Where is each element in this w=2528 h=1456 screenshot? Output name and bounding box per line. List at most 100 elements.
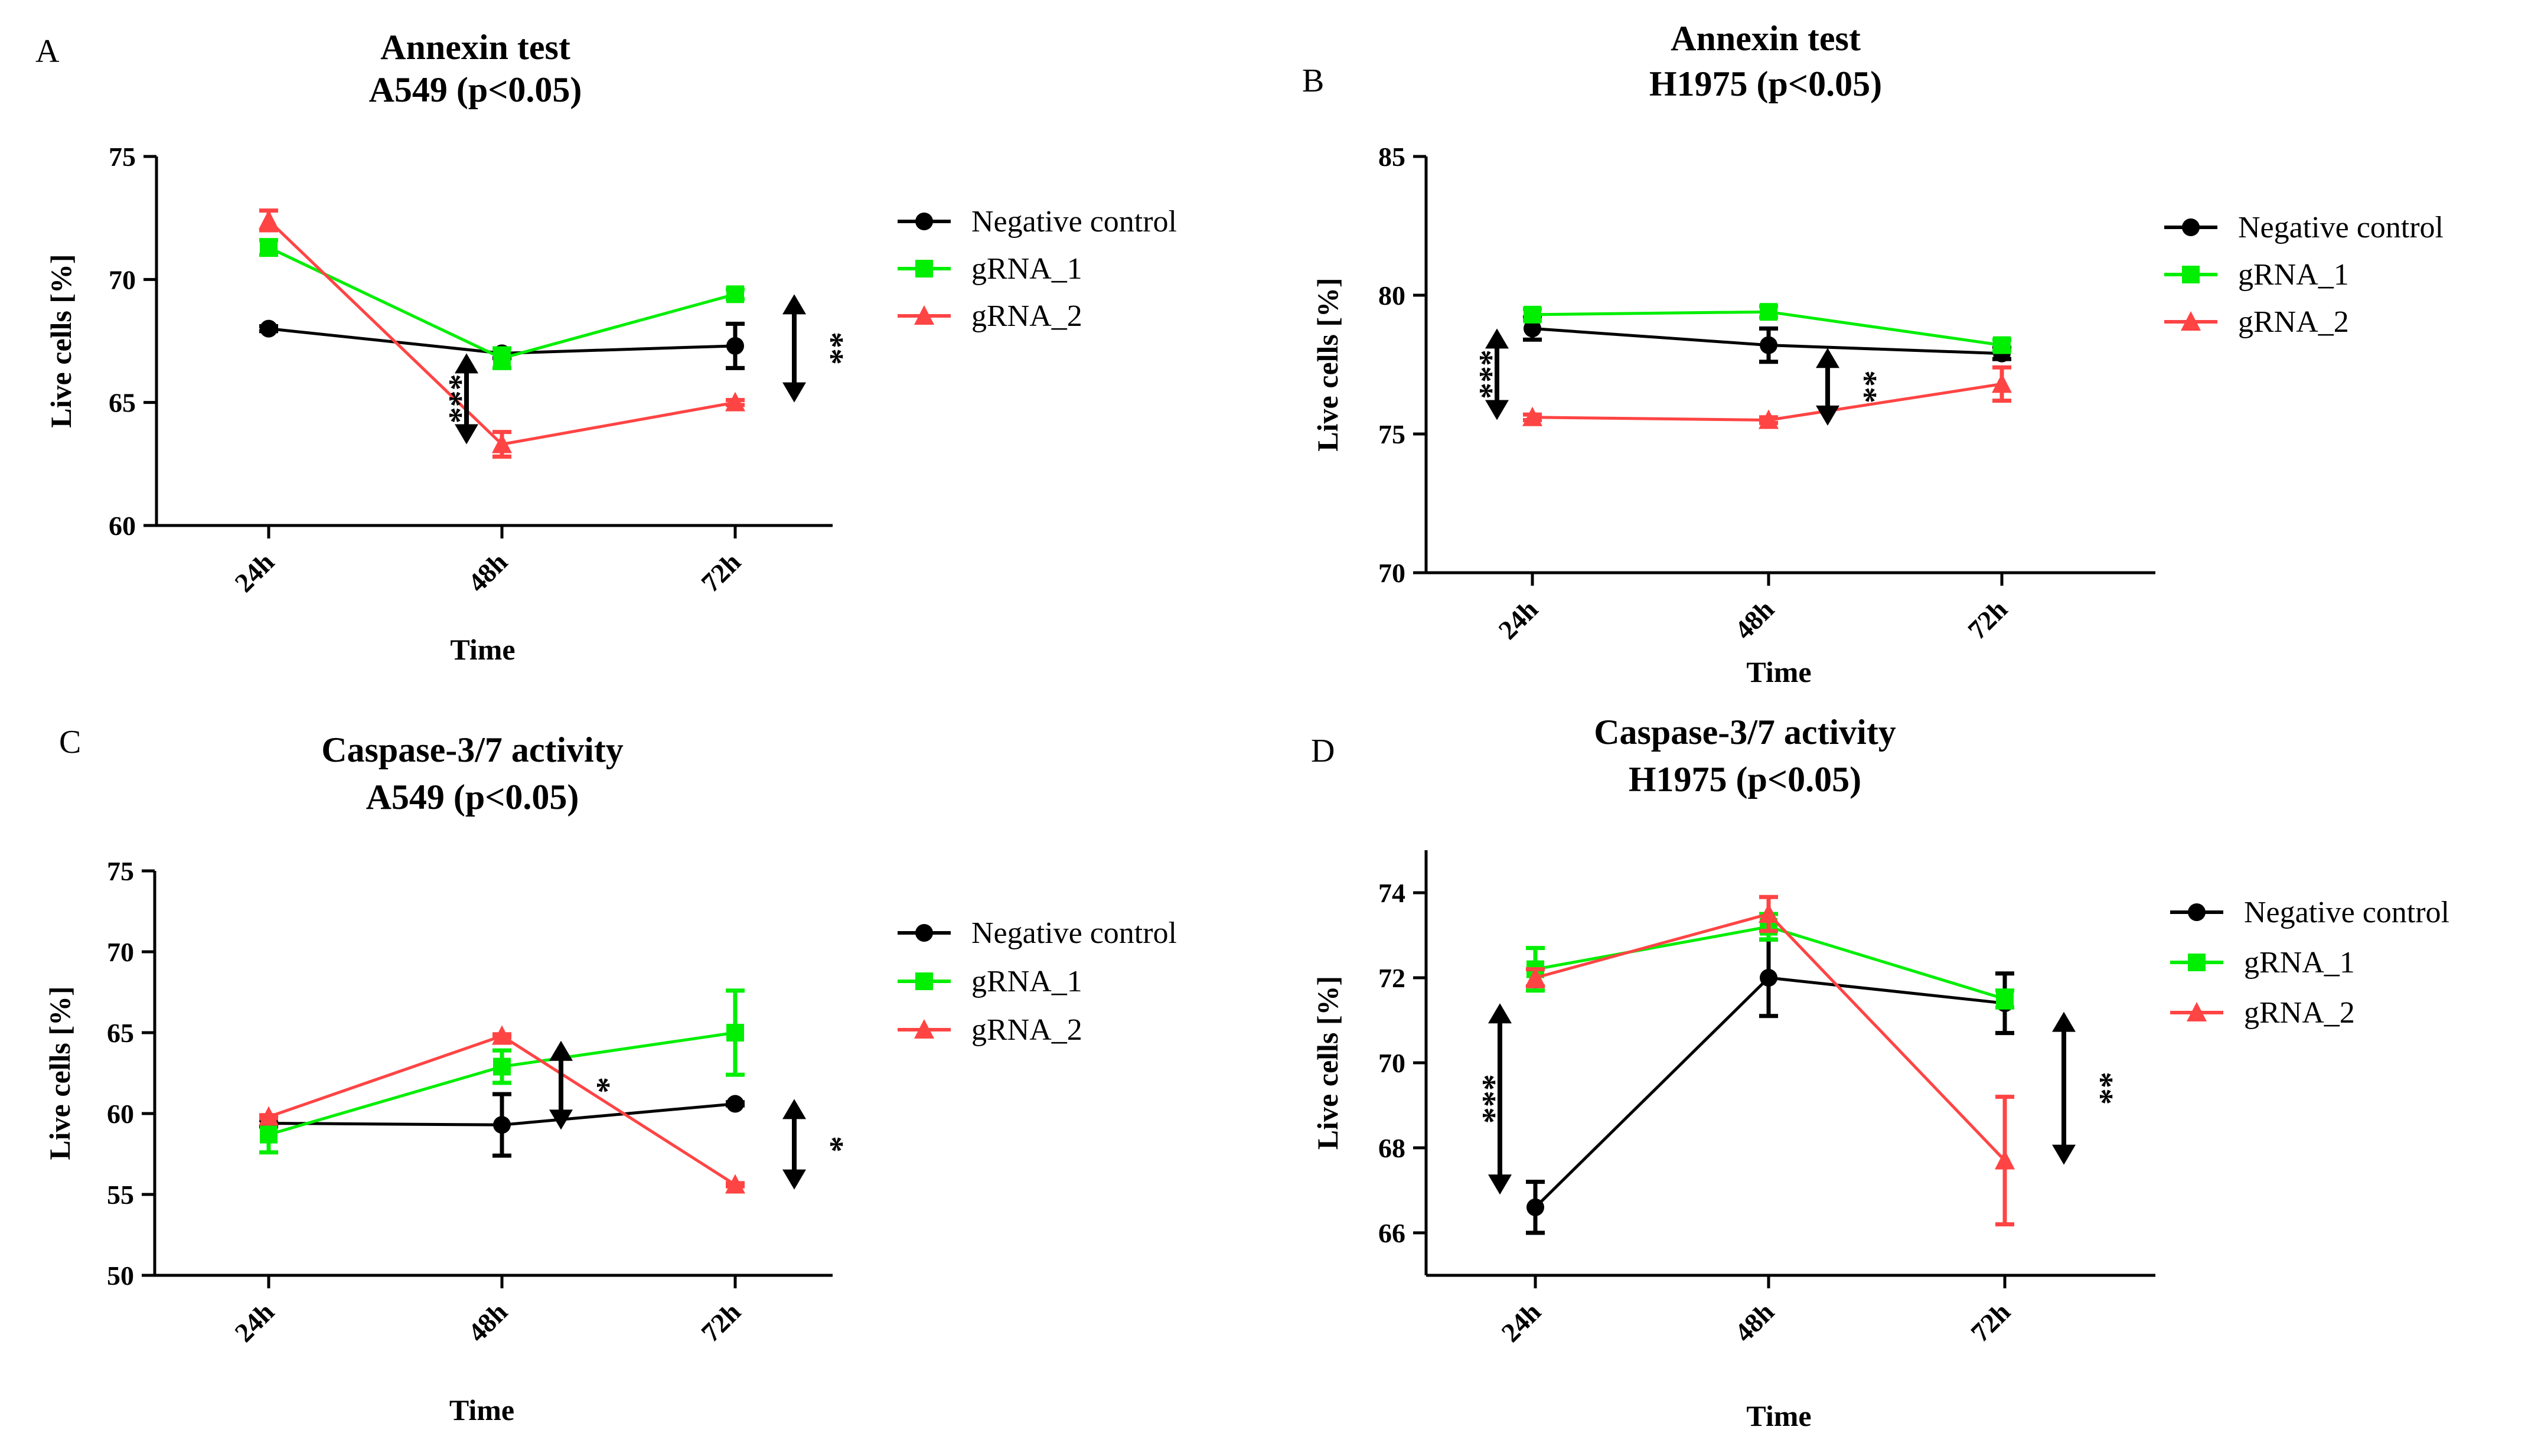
x-tick-label: 48h xyxy=(1728,1297,1780,1348)
data-point xyxy=(260,1125,278,1144)
y-tick-label: 70 xyxy=(1378,1048,1405,1078)
data-point xyxy=(725,391,745,412)
chart-title-line: H1975 (p<0.05) xyxy=(1629,760,1861,799)
data-point xyxy=(1522,406,1542,426)
significance-arrow-head-up xyxy=(1816,348,1839,368)
significance-label: * xyxy=(580,1077,616,1093)
y-tick-label: 85 xyxy=(1378,142,1405,172)
legend-marker xyxy=(2188,954,2206,971)
chart-title-line: Annexin test xyxy=(1671,19,1861,58)
legend-marker xyxy=(2181,311,2201,331)
y-tick-label: 75 xyxy=(1378,419,1405,449)
legend-label: gRNA_2 xyxy=(2244,996,2355,1030)
legend-marker xyxy=(2182,266,2200,283)
y-tick-label: 75 xyxy=(107,856,134,886)
panel-letter: D xyxy=(1311,733,1335,769)
significance-label: *** xyxy=(432,374,469,423)
panel-c: C Caspase-3/7 activity A549 (p<0.05) 50 55 60… xyxy=(43,724,1177,1426)
series-line-grna_1 xyxy=(268,246,736,360)
legend-label: Negative control xyxy=(2244,896,2449,929)
significance-arrow-head-up xyxy=(782,1099,806,1119)
legend-marker xyxy=(2187,1002,2207,1021)
chart-title-line: Annexin test xyxy=(380,28,570,67)
x-tick-label: 48h xyxy=(462,1297,513,1348)
y-axis-label: Live cells [%] xyxy=(43,986,76,1160)
data-point xyxy=(493,1116,511,1134)
data-point xyxy=(1759,409,1779,429)
chart-title-line: H1975 (p<0.05) xyxy=(1649,64,1882,103)
legend-marker xyxy=(2188,903,2206,921)
y-tick-label: 60 xyxy=(107,1099,134,1129)
legend-marker xyxy=(915,972,933,990)
data-point xyxy=(1526,1198,1544,1216)
data-point xyxy=(1524,305,1541,324)
legend-label: Negative control xyxy=(2238,211,2444,244)
significance-label: ** xyxy=(1847,370,1883,403)
x-axis-label: Time xyxy=(1746,1399,1811,1432)
x-tick-label: 48h xyxy=(1728,594,1780,645)
y-tick-label: 72 xyxy=(1378,963,1405,993)
series-line-grna_2 xyxy=(268,219,736,446)
significance-arrow-head-down xyxy=(1816,405,1839,426)
significance-arrow-head-up xyxy=(455,353,478,374)
x-tick-label: 72h xyxy=(1965,1297,2016,1348)
significance-arrow-head-up xyxy=(782,294,806,315)
y-tick-label: 75 xyxy=(109,142,136,172)
chart-title-line: A549 (p<0.05) xyxy=(369,70,582,109)
legend-marker xyxy=(915,924,933,942)
data-point xyxy=(1759,903,1779,923)
x-tick-label: 72h xyxy=(1962,594,2013,645)
legend-label: gRNA_1 xyxy=(971,252,1082,286)
y-tick-label: 65 xyxy=(107,1018,134,1048)
y-axis-label: Live cells [%] xyxy=(1311,278,1344,451)
y-tick-label: 68 xyxy=(1378,1133,1405,1163)
x-tick-label: 24h xyxy=(1492,594,1544,645)
legend-label: gRNA_1 xyxy=(2244,946,2355,980)
legend-label: gRNA_1 xyxy=(2238,258,2349,292)
significance-arrow-head-down xyxy=(455,424,478,445)
legend-marker xyxy=(915,213,933,230)
data-point xyxy=(492,1025,512,1045)
y-tick-label: 70 xyxy=(1378,558,1405,588)
significance-arrow-head-down xyxy=(549,1109,573,1130)
data-point xyxy=(492,433,512,453)
x-tick-label: 48h xyxy=(462,547,513,598)
legend-label: gRNA_2 xyxy=(971,299,1082,333)
y-tick-label: 50 xyxy=(107,1261,134,1291)
y-tick-label: 66 xyxy=(1378,1218,1405,1248)
y-tick-label: 70 xyxy=(109,265,136,295)
significance-label: * xyxy=(813,1136,850,1153)
legend-marker xyxy=(915,260,933,278)
panel-letter: A xyxy=(35,33,60,70)
x-tick-label: 24h xyxy=(229,1297,280,1348)
significance-arrow-head-up xyxy=(2052,1011,2076,1032)
panel-d: D Caspase-3/7 activity H1975 (p<0.05) 66 68 7… xyxy=(1311,713,2449,1432)
panel-b: B Annexin test H1975 (p<0.05) 70 75 80 85 24h 48… xyxy=(1302,19,2444,688)
data-point xyxy=(1760,303,1777,321)
legend-marker xyxy=(914,1019,934,1039)
data-point xyxy=(1993,336,2011,354)
data-point xyxy=(259,210,279,230)
y-tick-label: 80 xyxy=(1378,280,1405,311)
significance-arrow-head-down xyxy=(1488,1174,1512,1195)
chart-title-line: Caspase-3/7 activity xyxy=(321,730,624,769)
panel-letter: C xyxy=(59,724,81,760)
y-tick-label: 55 xyxy=(107,1180,134,1210)
data-point xyxy=(1760,336,1777,354)
y-tick-label: 70 xyxy=(107,937,134,967)
legend-label: gRNA_2 xyxy=(971,1013,1082,1047)
data-point xyxy=(260,319,278,338)
panel-letter: B xyxy=(1302,63,1324,99)
significance-arrow-head-up xyxy=(549,1040,573,1061)
significance-label: ** xyxy=(2083,1072,2119,1105)
y-tick-label: 60 xyxy=(109,511,136,541)
significance-arrow-head-up xyxy=(1485,328,1509,349)
significance-arrow-head-up xyxy=(1488,1003,1512,1024)
data-point xyxy=(1995,1150,2015,1170)
data-point xyxy=(1760,969,1777,987)
data-point xyxy=(726,285,744,303)
x-tick-label: 72h xyxy=(695,1297,746,1348)
y-axis-label: Live cells [%] xyxy=(1311,976,1344,1150)
data-point xyxy=(1996,990,2014,1008)
x-tick-label: 72h xyxy=(695,547,746,598)
